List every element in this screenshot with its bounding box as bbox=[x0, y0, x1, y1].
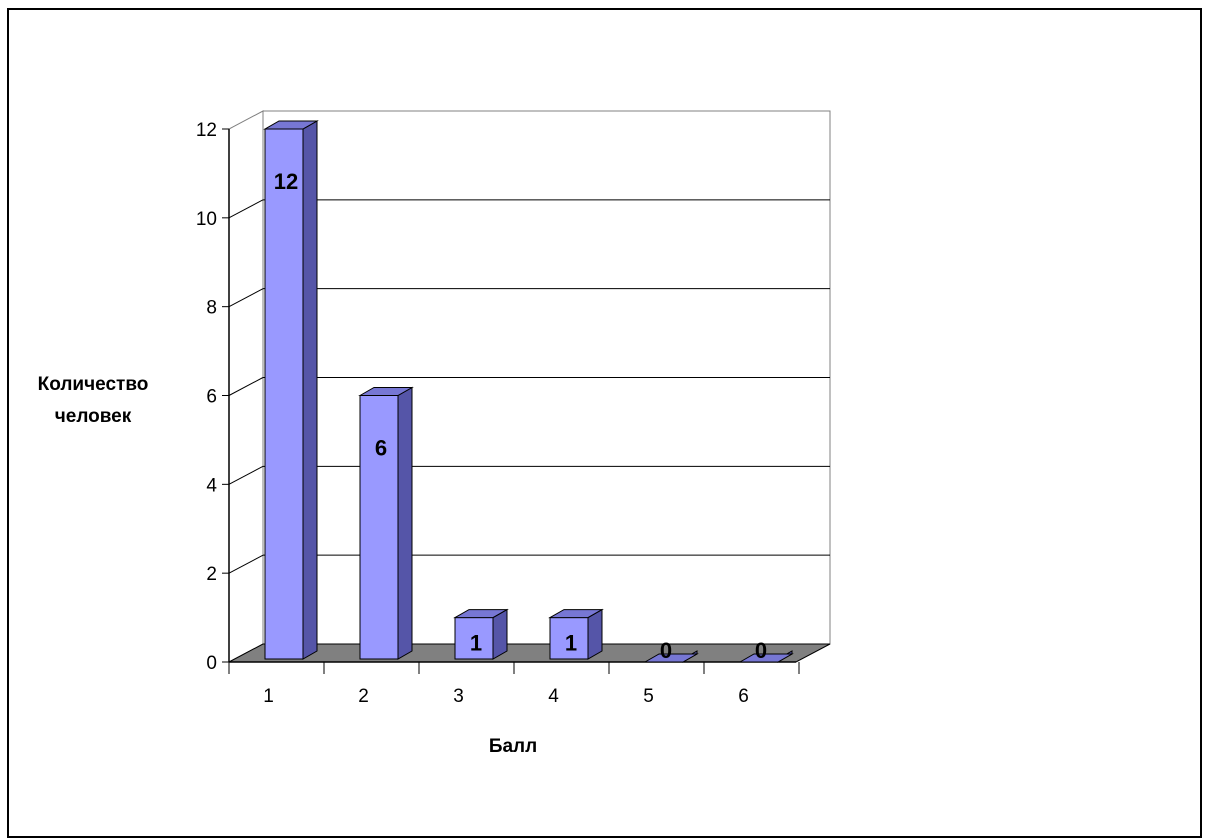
x-tick-label: 1 bbox=[263, 686, 274, 707]
y-tick-label: 4 bbox=[206, 475, 217, 496]
bar-top bbox=[358, 387, 414, 396]
bar bbox=[358, 386, 414, 660]
gridline-diagonal bbox=[228, 377, 264, 396]
bar-side bbox=[587, 608, 603, 660]
bar bbox=[453, 608, 509, 660]
y-tick-label: 8 bbox=[206, 298, 217, 319]
bar bbox=[548, 608, 604, 660]
gridlines bbox=[228, 199, 830, 574]
bar-side bbox=[302, 120, 318, 660]
chart-walls bbox=[228, 110, 831, 663]
bar bbox=[263, 120, 319, 660]
floor-plane bbox=[228, 643, 831, 663]
bar-side bbox=[492, 608, 508, 660]
chart-floor bbox=[228, 643, 831, 663]
x-tick-label: 6 bbox=[738, 686, 749, 707]
data-labels: 12 6 1 1 0 0 bbox=[274, 169, 767, 663]
bars bbox=[263, 120, 794, 663]
bar bbox=[738, 650, 794, 663]
y-tick-label: 0 bbox=[206, 653, 217, 674]
bar-side bbox=[397, 386, 413, 660]
axes bbox=[222, 128, 800, 674]
x-axis-title: Балл bbox=[489, 736, 537, 757]
y-tick-label: 6 bbox=[206, 387, 217, 408]
y-axis-title-line-2: человек bbox=[55, 406, 132, 427]
bar-top bbox=[548, 609, 604, 619]
data-label: 0 bbox=[660, 638, 672, 663]
x-tick-label: 3 bbox=[453, 686, 464, 707]
gridline-diagonal bbox=[228, 465, 264, 485]
data-label: 6 bbox=[375, 436, 387, 461]
gridline-diagonal bbox=[228, 554, 264, 574]
x-tick-label: 2 bbox=[358, 686, 369, 707]
gridline-diagonal bbox=[228, 288, 264, 308]
x-tick-label: 4 bbox=[548, 686, 559, 707]
bar bbox=[643, 650, 699, 663]
bar-top bbox=[643, 653, 699, 663]
data-label: 0 bbox=[755, 638, 767, 663]
y-axis-title-line-1: Количество bbox=[38, 374, 149, 395]
data-label: 1 bbox=[470, 631, 482, 656]
bar-top bbox=[263, 120, 319, 130]
y-tick-label: 12 bbox=[196, 120, 217, 141]
data-label: 1 bbox=[565, 631, 577, 656]
y-tick-label: 10 bbox=[196, 209, 217, 230]
x-tick-label: 5 bbox=[643, 686, 654, 707]
bar-front bbox=[264, 128, 304, 660]
bar-top bbox=[453, 609, 509, 619]
gridline-diagonal bbox=[228, 199, 264, 219]
y-tick-label: 2 bbox=[206, 564, 217, 585]
data-label: 12 bbox=[274, 169, 298, 194]
bar-top bbox=[738, 653, 794, 663]
